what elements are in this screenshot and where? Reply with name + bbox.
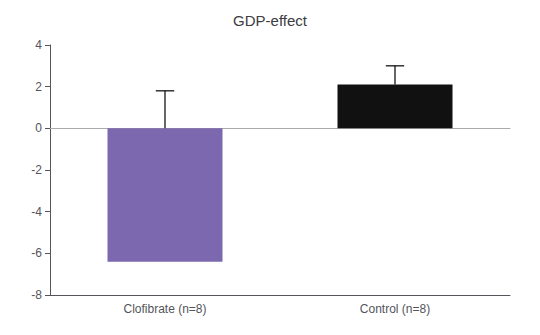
svg-text:4: 4 bbox=[35, 38, 42, 52]
svg-text:Clofibrate (n=8): Clofibrate (n=8) bbox=[123, 302, 206, 316]
svg-text:0: 0 bbox=[35, 121, 42, 135]
svg-text:-8: -8 bbox=[31, 288, 42, 302]
svg-text:-2: -2 bbox=[31, 163, 42, 177]
svg-text:-6: -6 bbox=[31, 246, 42, 260]
svg-text:Control (n=8): Control (n=8) bbox=[360, 302, 430, 316]
svg-text:-4: -4 bbox=[31, 205, 42, 219]
svg-text:2: 2 bbox=[35, 80, 42, 94]
svg-text:GDP-effect: GDP-effect bbox=[233, 12, 308, 29]
